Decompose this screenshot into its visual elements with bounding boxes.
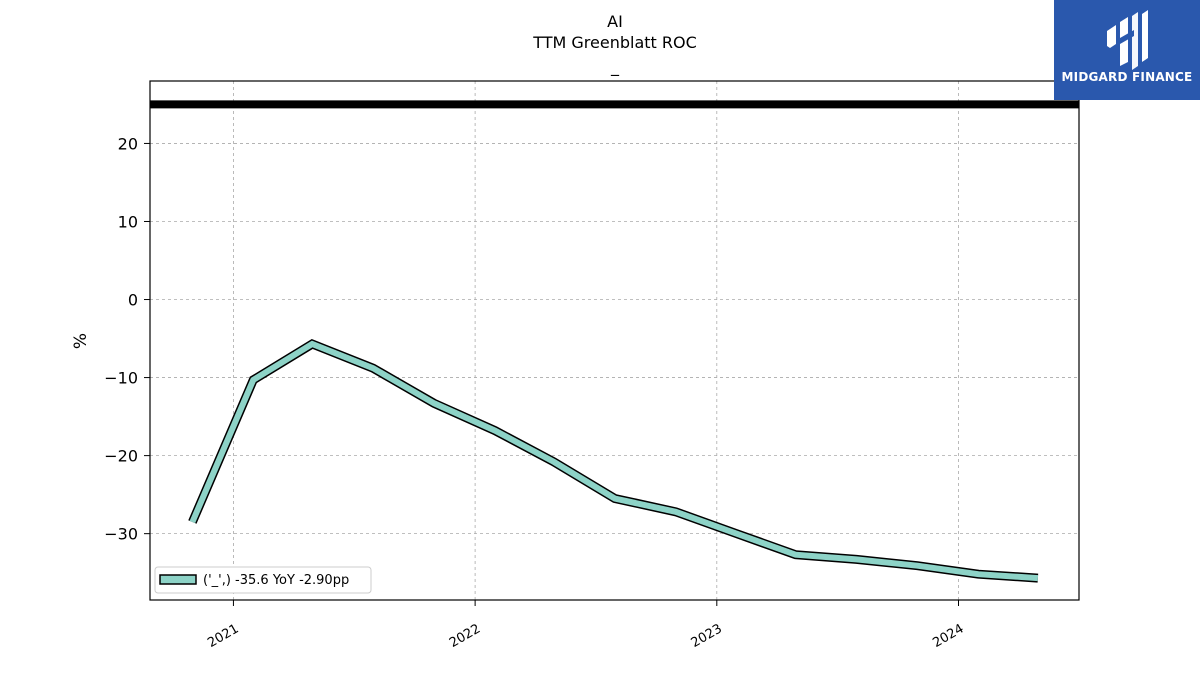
y-axis-label: % [71,333,91,349]
chart-title-line-3: _ [610,57,620,77]
y-tick-label: 20 [118,134,138,153]
legend-label: ('_',) -35.6 YoY -2.90pp [203,573,349,588]
brand-logo: MIDGARD FINANCE [1054,0,1200,100]
y-tick-label: −10 [104,369,138,388]
y-tick-label: 10 [118,212,138,231]
legend-box [154,566,372,594]
logo-mark-icon [1107,10,1148,70]
chart-title-line-1: AI [607,12,623,31]
x-tick-label: 2024 [930,621,966,651]
x-tick-label: 2023 [689,621,725,651]
x-axis: 2021 2022 2023 2024 [205,600,966,651]
legend: ('_',) -35.6 YoY -2.90pp [154,566,372,594]
x-tick-label: 2022 [447,621,483,651]
y-tick-label: 0 [128,291,138,310]
legend-swatch [159,574,197,585]
logo-text: MIDGARD FINANCE [1061,70,1193,84]
chart-title-line-2: TTM Greenblatt ROC [532,33,697,52]
series-line [189,340,1039,582]
plot-frame [149,80,1080,601]
grid-lines [150,81,1079,600]
series-layer [188,338,1039,583]
x-tick-label: 2021 [205,621,241,651]
y-tick-label: −30 [104,525,138,544]
y-tick-label: −20 [104,447,138,466]
y-axis: 20 10 0 −10 −20 −30 [104,134,150,544]
series-line-outline [188,338,1039,583]
chart-titles: AI TTM Greenblatt ROC _ [532,12,697,77]
